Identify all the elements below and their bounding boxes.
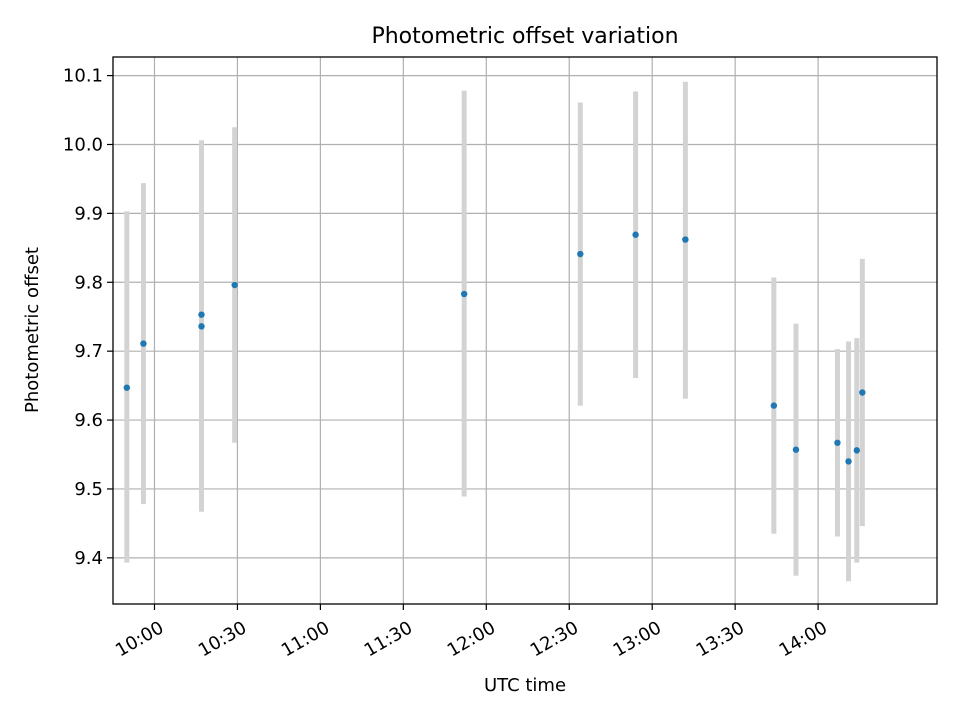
y-tick-label: 10.1 — [63, 66, 103, 87]
x-tick-label: 14:00 — [776, 617, 831, 661]
x-tick-label: 10:30 — [195, 617, 250, 661]
data-point — [231, 281, 238, 289]
plot-frame — [112, 56, 938, 605]
chart-title: Photometric offset variation — [371, 24, 678, 49]
y-axis-label: Photometric offset — [22, 247, 43, 413]
y-axis-ticks: 9.4 9.5 9.6 9.7 9.8 9.9 10.0 10.1 — [63, 66, 113, 569]
data-points — [123, 231, 866, 465]
x-tick-label: 12:00 — [444, 617, 499, 661]
y-tick-label: 10.0 — [63, 134, 103, 155]
y-tick-label: 9.8 — [74, 272, 103, 293]
x-tick-label: 13:00 — [610, 617, 665, 661]
data-point — [792, 446, 800, 453]
x-tick-label: 11:00 — [278, 617, 333, 661]
y-tick-label: 9.4 — [74, 548, 103, 569]
data-point — [834, 439, 841, 446]
data-point — [859, 389, 866, 396]
data-point — [853, 447, 861, 454]
data-point — [632, 231, 639, 238]
grid — [113, 57, 937, 604]
data-point — [198, 311, 205, 318]
x-tick-label: 10:00 — [112, 617, 167, 661]
x-axis-label: UTC time — [484, 675, 566, 696]
data-point — [577, 250, 584, 258]
data-point — [198, 323, 205, 330]
data-point — [460, 290, 468, 298]
x-axis-ticks: 10:00 10:30 11:00 11:30 12:00 12:30 13:00 13:30… — [112, 604, 831, 661]
x-tick-label: 13:30 — [693, 617, 748, 661]
y-tick-label: 9.6 — [74, 410, 103, 431]
data-point — [845, 458, 852, 465]
data-point — [682, 236, 689, 243]
data-point — [123, 384, 131, 391]
x-tick-label: 11:30 — [361, 617, 416, 661]
x-tick-label: 12:30 — [527, 617, 582, 661]
y-tick-label: 9.7 — [74, 341, 103, 362]
data-point — [140, 340, 147, 347]
y-tick-label: 9.9 — [74, 203, 103, 224]
data-point — [770, 402, 778, 409]
y-tick-label: 9.5 — [74, 479, 103, 500]
